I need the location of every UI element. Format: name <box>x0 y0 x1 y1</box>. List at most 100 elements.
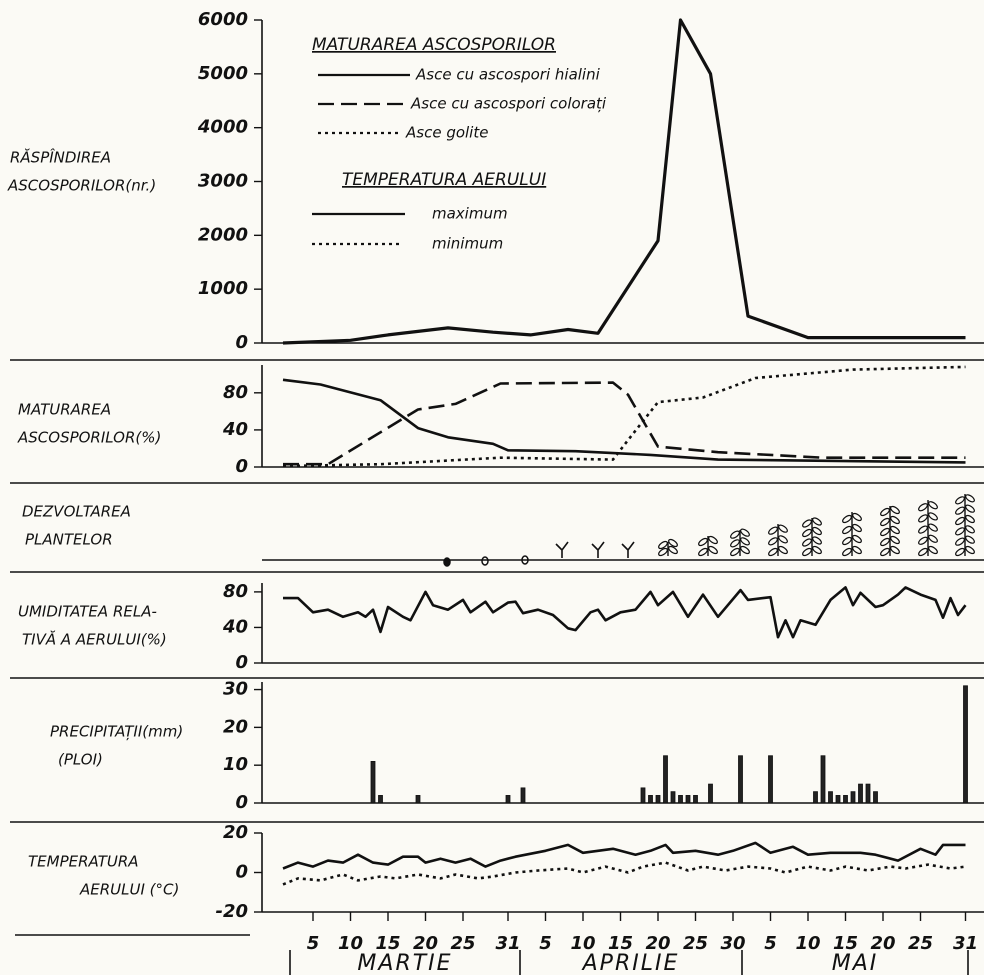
bar <box>835 795 841 804</box>
plant-leaf <box>812 545 822 555</box>
plant-leaf <box>740 545 750 555</box>
plant-leaf <box>880 507 890 517</box>
y-tick-label: 80 <box>223 581 248 602</box>
plant-leaf <box>918 514 928 523</box>
plant-leaf <box>730 539 740 548</box>
bar <box>813 791 818 804</box>
plant-leaf <box>852 545 862 555</box>
axis-label: TIVĂ A AERULUI(%) <box>22 630 167 649</box>
plant-leaf <box>918 547 928 557</box>
bar <box>685 795 691 804</box>
y-tick-label: 0 <box>235 792 248 813</box>
plant-leaf <box>658 547 668 557</box>
axis-label: PRECIPITAȚII(mm) <box>50 723 183 741</box>
plant-leaf <box>698 547 708 557</box>
plant-leaf <box>890 515 900 525</box>
plant-leaf <box>955 516 965 526</box>
plant-leaf <box>918 503 928 512</box>
y-tick-label: 0 <box>235 332 248 353</box>
bar <box>415 795 421 804</box>
legend-label: Asce golite <box>405 124 488 142</box>
x-tick-label: 20 <box>870 933 895 954</box>
bar <box>663 755 668 804</box>
y-tick-label: 80 <box>223 382 248 403</box>
series-line <box>283 586 967 639</box>
bar <box>768 755 773 804</box>
y-tick-label: 40 <box>222 419 248 440</box>
axis-label: UMIDITATEA RELA- <box>18 603 157 621</box>
plant-leaf <box>880 547 890 557</box>
sprout-icon <box>591 541 605 558</box>
plant-leaf <box>768 526 778 535</box>
legend-label: maximum <box>432 205 508 223</box>
plant-leaf <box>955 547 965 557</box>
plant-leaf <box>842 547 852 557</box>
plant-leaf <box>842 514 852 524</box>
legend-title: TEMPERATURA AERULUI <box>342 170 546 190</box>
legend-label: Asce cu ascospori hialini <box>415 66 601 84</box>
month-label: MARTIE <box>357 951 452 975</box>
x-tick-label: 15 <box>608 933 633 954</box>
axis-label: PLANTELOR <box>25 531 113 549</box>
x-tick-label: 25 <box>450 933 475 954</box>
bar <box>708 783 713 804</box>
plant-leaf <box>730 547 740 557</box>
plant-leaf <box>965 514 975 524</box>
plant-leaf <box>890 545 900 555</box>
plant-leaf <box>812 526 822 536</box>
x-tick-label: 15 <box>375 933 400 954</box>
bar <box>520 787 526 804</box>
plant-leaf <box>842 536 852 546</box>
x-tick-label: 5 <box>307 933 320 954</box>
plant-leaf <box>708 545 718 555</box>
y-tick-label: 20 <box>223 822 248 843</box>
plant-leaf <box>955 527 965 536</box>
plant-leaf <box>918 536 928 545</box>
sprout-icon <box>621 541 635 558</box>
axis-label: AERULUI (°C) <box>79 881 179 899</box>
plant-leaf <box>658 540 668 550</box>
seed-icon <box>481 556 489 566</box>
plant-leaf <box>955 496 965 505</box>
y-tick-label: 1000 <box>198 278 248 299</box>
plant-leaf <box>880 517 890 527</box>
x-tick-label: 25 <box>683 933 708 954</box>
y-tick-label: 30 <box>223 679 248 700</box>
plant-leaf <box>778 524 788 533</box>
plant-leaf <box>708 535 718 545</box>
plant-leaf <box>852 523 862 533</box>
x-tick-label: 20 <box>413 933 438 954</box>
y-tick-label: 0 <box>235 862 248 883</box>
sprout-icon <box>555 541 569 558</box>
x-tick-label: 5 <box>539 933 552 954</box>
plant-leaf <box>890 535 900 545</box>
plant-leaf <box>730 530 740 539</box>
plant-leaf <box>802 528 812 538</box>
axis-label: TEMPERATURA <box>28 853 139 871</box>
bar <box>640 787 646 804</box>
bar <box>820 755 826 804</box>
x-tick-label: 31 <box>953 933 978 954</box>
plant-leaf <box>740 537 750 546</box>
y-tick-label: 3000 <box>198 171 248 192</box>
plant-leaf <box>880 527 890 537</box>
x-tick-label: 15 <box>833 933 858 954</box>
y-tick-label: 5000 <box>198 63 248 84</box>
plant-leaf <box>965 525 975 534</box>
plant-leaf <box>890 505 900 515</box>
plant-leaf <box>965 504 975 513</box>
plant-leaf <box>802 519 812 528</box>
bar <box>850 791 856 804</box>
plant-leaf <box>928 534 938 543</box>
bar <box>843 795 848 804</box>
plant-leaf <box>965 494 975 503</box>
series-line <box>282 861 966 886</box>
x-tick-label: 10 <box>338 933 363 954</box>
axis-label: (PLOI) <box>58 751 103 769</box>
plant-leaf <box>698 537 708 547</box>
y-tick-label: 0 <box>235 652 248 673</box>
series-line <box>282 841 966 870</box>
bar <box>858 783 863 804</box>
plant-leaf <box>778 535 788 544</box>
x-tick-label: 20 <box>645 933 670 954</box>
